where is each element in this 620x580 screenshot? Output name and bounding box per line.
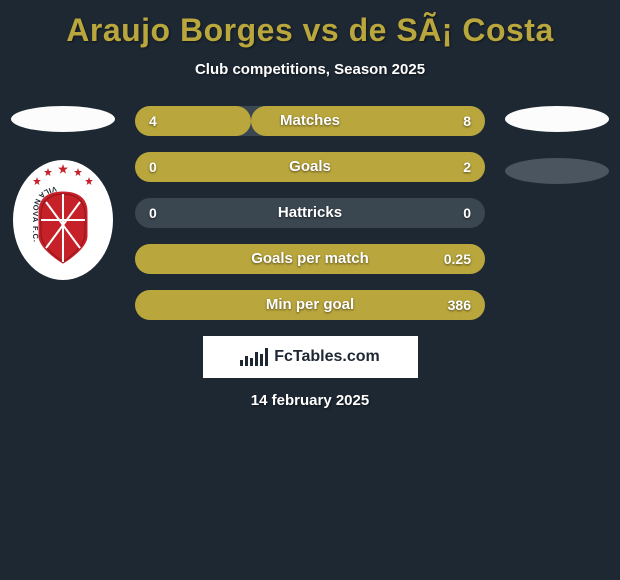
brand-text: FcTables.com: [274, 348, 380, 366]
player-right-ellipse: [505, 106, 609, 132]
stat-label: Hattricks: [135, 198, 485, 228]
stats-list: 48Matches 02Goals 00Hattricks 0.25Goals per…: [135, 106, 485, 320]
date-text: 14 february 2025: [0, 392, 620, 409]
stat-row: 386Min per goal: [135, 290, 485, 320]
subtitle: Club competitions, Season 2025: [0, 61, 620, 78]
page-title: Araujo Borges vs de SÃ¡ Costa: [0, 0, 620, 49]
bar-chart-icon: [240, 348, 268, 366]
stat-label: Goals: [135, 152, 485, 182]
stat-row: 00Hattricks: [135, 198, 485, 228]
right-column: [502, 106, 612, 184]
club-right-ellipse: [505, 158, 609, 184]
player-left-ellipse: [11, 106, 115, 132]
stat-row: 0.25Goals per match: [135, 244, 485, 274]
brand-box: FcTables.com: [203, 336, 418, 378]
comparison-content: VILA NOVA F.C. 48Matches 02Goals 00Hattric…: [0, 106, 620, 409]
stat-row: 02Goals: [135, 152, 485, 182]
stat-label: Matches: [135, 106, 485, 136]
stat-row: 48Matches: [135, 106, 485, 136]
stat-label: Min per goal: [135, 290, 485, 320]
left-column: VILA NOVA F.C.: [8, 106, 118, 280]
club-badge-left: VILA NOVA F.C.: [13, 160, 113, 280]
vila-nova-badge-icon: VILA NOVA F.C.: [13, 160, 113, 280]
stat-label: Goals per match: [135, 244, 485, 274]
